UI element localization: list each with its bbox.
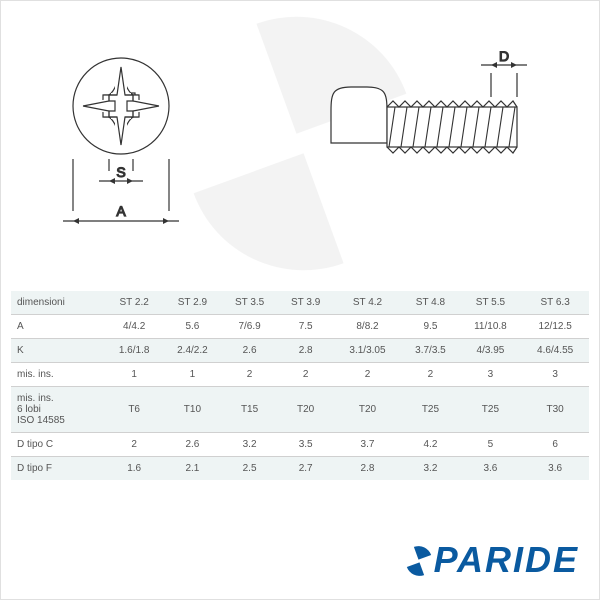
table-cell: T30 [521, 387, 589, 433]
dim-label-s: S [116, 164, 125, 180]
col-st22: ST 2.2 [105, 291, 163, 315]
table-row: A4/4.25.67/6.97.58/8.29.511/10.812/12.5 [11, 315, 589, 339]
table-cell: 3 [460, 363, 522, 387]
table-cell: T15 [222, 387, 278, 433]
table-cell: 3.6 [460, 457, 522, 481]
table-cell: 6 [521, 433, 589, 457]
table-header-row: dimensioni ST 2.2 ST 2.9 ST 3.5 ST 3.9 S… [11, 291, 589, 315]
table-cell: 1.6 [105, 457, 163, 481]
table-cell: 2 [278, 363, 334, 387]
table-cell: T6 [105, 387, 163, 433]
table-cell: 3.2 [401, 457, 459, 481]
table-cell: 2 [334, 363, 402, 387]
row-label: A [11, 315, 105, 339]
col-st42: ST 4.2 [334, 291, 402, 315]
table-cell: 2.6 [163, 433, 221, 457]
dimensions-table: dimensioni ST 2.2 ST 2.9 ST 3.5 ST 3.9 S… [11, 291, 589, 480]
screw-side-view: D [311, 51, 551, 216]
table-cell: T10 [163, 387, 221, 433]
table-row: D tipo C22.63.23.53.74.256 [11, 433, 589, 457]
table-cell: 3.6 [521, 457, 589, 481]
table-cell: 4.2 [401, 433, 459, 457]
logo-text: PARIDE [434, 539, 579, 580]
table-cell: 3.7 [334, 433, 402, 457]
table-cell: T25 [460, 387, 522, 433]
screw-top-view: S A [61, 51, 221, 276]
col-dimensioni: dimensioni [11, 291, 105, 315]
table-cell: 2.8 [278, 339, 334, 363]
table-cell: 4.6/4.55 [521, 339, 589, 363]
dim-label-a: A [116, 203, 126, 219]
table-cell: 9.5 [401, 315, 459, 339]
row-label: mis. ins. [11, 363, 105, 387]
table-cell: 11/10.8 [460, 315, 522, 339]
table-cell: 2 [222, 363, 278, 387]
table-cell: 2.6 [222, 339, 278, 363]
table-cell: 3 [521, 363, 589, 387]
table-cell: T20 [278, 387, 334, 433]
table-cell: 1 [105, 363, 163, 387]
table-cell: 2.1 [163, 457, 221, 481]
table-cell: 2.4/2.2 [163, 339, 221, 363]
row-label: D tipo C [11, 433, 105, 457]
table-cell: 5.6 [163, 315, 221, 339]
col-st63: ST 6.3 [521, 291, 589, 315]
table-cell: 4/3.95 [460, 339, 522, 363]
table-row: mis. ins.11222233 [11, 363, 589, 387]
table-cell: 7.5 [278, 315, 334, 339]
table-cell: T25 [401, 387, 459, 433]
table-cell: 2.5 [222, 457, 278, 481]
table-cell: 8/8.2 [334, 315, 402, 339]
col-st48: ST 4.8 [401, 291, 459, 315]
col-st55: ST 5.5 [460, 291, 522, 315]
table-cell: 4/4.2 [105, 315, 163, 339]
diagram-area: S A [1, 1, 599, 291]
table-cell: 1 [163, 363, 221, 387]
brand-logo: PARIDE [404, 539, 579, 581]
table-cell: 2.7 [278, 457, 334, 481]
table-cell: 2 [105, 433, 163, 457]
table-cell: 12/12.5 [521, 315, 589, 339]
table-row: mis. ins. 6 lobi ISO 14585T6T10T15T20T20… [11, 387, 589, 433]
table-row: K1.6/1.82.4/2.22.62.83.1/3.053.7/3.54/3.… [11, 339, 589, 363]
dim-label-d: D [499, 51, 509, 64]
row-label: K [11, 339, 105, 363]
row-label: mis. ins. 6 lobi ISO 14585 [11, 387, 105, 433]
col-st29: ST 2.9 [163, 291, 221, 315]
table-cell: T20 [334, 387, 402, 433]
row-label: D tipo F [11, 457, 105, 481]
table-cell: 2.8 [334, 457, 402, 481]
col-st39: ST 3.9 [278, 291, 334, 315]
table-cell: 7/6.9 [222, 315, 278, 339]
col-st35: ST 3.5 [222, 291, 278, 315]
dimensions-table-area: dimensioni ST 2.2 ST 2.9 ST 3.5 ST 3.9 S… [1, 291, 599, 480]
table-cell: 3.1/3.05 [334, 339, 402, 363]
logo-icon [404, 543, 434, 573]
table-cell: 1.6/1.8 [105, 339, 163, 363]
table-row: D tipo F1.62.12.52.72.83.23.63.6 [11, 457, 589, 481]
table-cell: 3.7/3.5 [401, 339, 459, 363]
table-cell: 3.5 [278, 433, 334, 457]
table-cell: 3.2 [222, 433, 278, 457]
table-cell: 5 [460, 433, 522, 457]
table-cell: 2 [401, 363, 459, 387]
